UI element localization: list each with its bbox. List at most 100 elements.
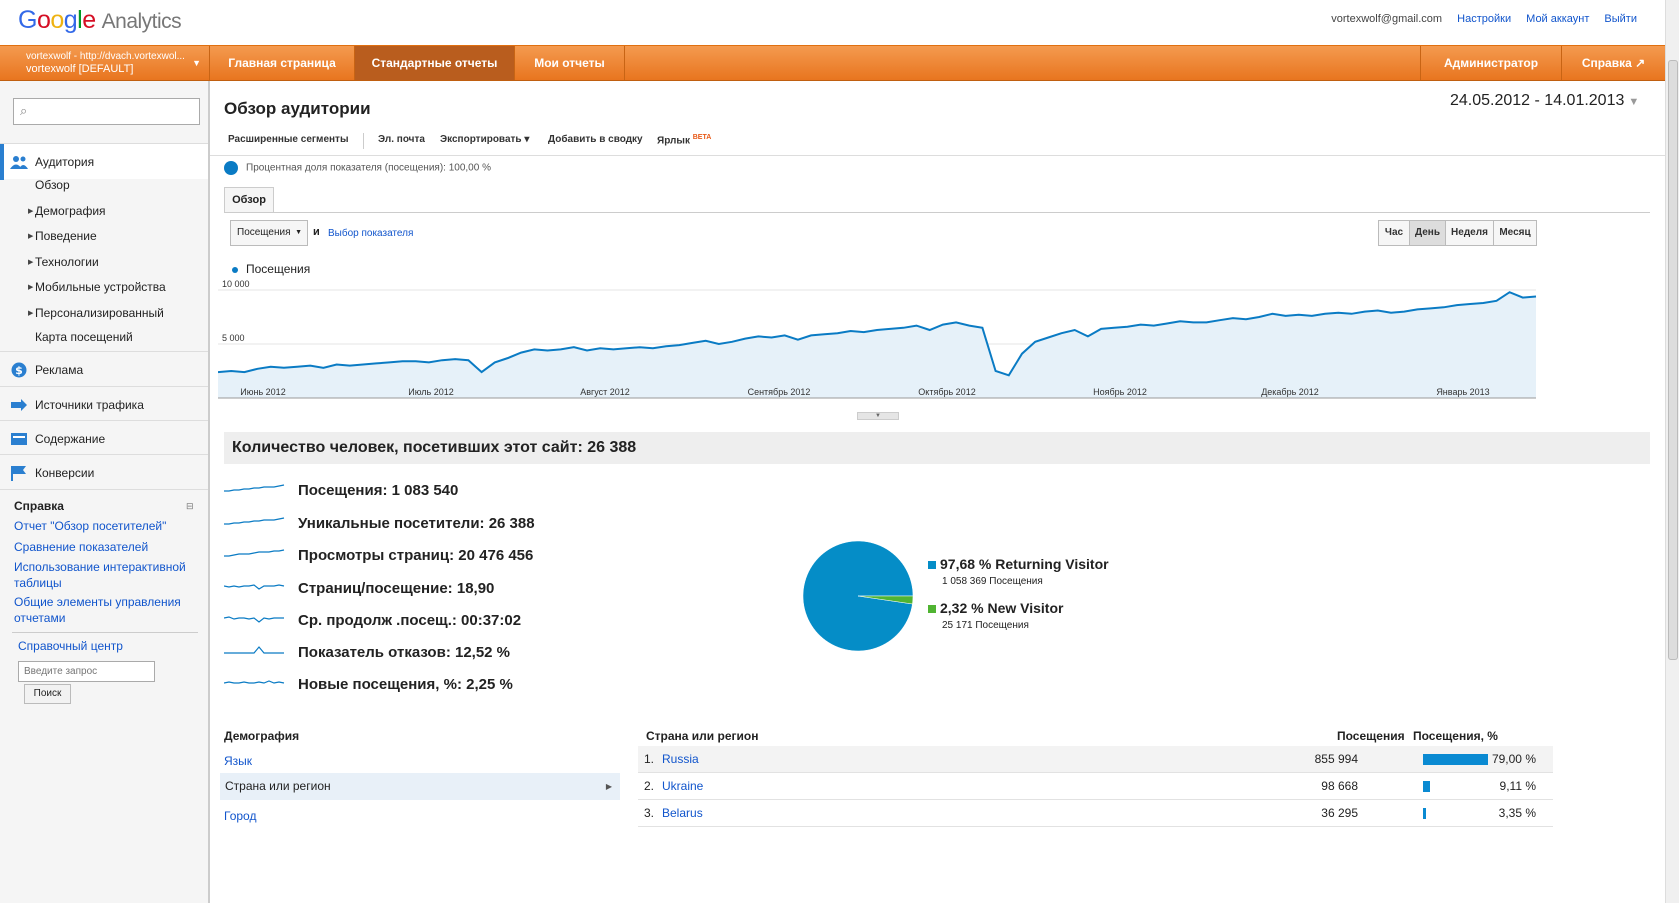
- shortcut-button[interactable]: Ярлык BETA: [657, 134, 711, 146]
- dollar-icon: $: [11, 362, 27, 378]
- sidebar-sub-overview[interactable]: Обзор: [35, 178, 70, 192]
- sidebar-sub-custom[interactable]: ▶ Персонализированный: [28, 306, 164, 320]
- country-link[interactable]: Russia: [662, 752, 699, 766]
- sidebar-item-conversions[interactable]: Конверсии: [0, 454, 208, 490]
- demographics-language-link[interactable]: Язык: [224, 754, 253, 768]
- sidebar-item-audience[interactable]: Аудитория: [0, 143, 208, 180]
- visits-line: [218, 291, 1537, 377]
- granularity-day[interactable]: День: [1409, 220, 1446, 246]
- pie-slice[interactable]: [857, 595, 914, 605]
- sidebar-sub-label: Поведение: [35, 229, 97, 243]
- sidebar-sub-visitor-map[interactable]: Карта посещений: [35, 330, 133, 344]
- row-number: 2.: [644, 779, 655, 793]
- metric-label: Просмотры страниц: 20 476 456: [298, 547, 534, 564]
- report-toolbar: Расширенные сегменты Эл. почта Экспортир…: [210, 126, 1665, 156]
- triangle-right-icon: ▶: [605, 782, 612, 791]
- demographics-country-item[interactable]: Страна или регион ▶: [220, 773, 620, 800]
- granularity-week[interactable]: Неделя: [1445, 220, 1494, 246]
- sidebar-sub-label: Мобильные устройства: [35, 280, 166, 294]
- email-button[interactable]: Эл. почта: [378, 134, 425, 145]
- advanced-segments-button[interactable]: Расширенные сегменты: [228, 134, 349, 145]
- sidebar-sub-demographics[interactable]: ▶ Демография: [28, 204, 106, 218]
- legend-dot: [232, 266, 238, 273]
- visits-pct: 3,35 %: [1498, 806, 1536, 820]
- granularity-month[interactable]: Месяц: [1493, 220, 1537, 246]
- demographics-country-label: Страна или регион: [225, 779, 331, 793]
- choose-metric-link[interactable]: Выбор показателя: [328, 228, 414, 239]
- tab-overview[interactable]: Обзор: [224, 187, 274, 213]
- flag-icon: [11, 466, 26, 481]
- collapse-chart-icon[interactable]: ▼: [857, 412, 899, 420]
- sidebar-sub-mobile[interactable]: ▶ Мобильные устройства: [28, 280, 166, 294]
- page-scrollbar[interactable]: [1665, 0, 1679, 903]
- help-search-button[interactable]: Поиск: [24, 684, 71, 704]
- export-button[interactable]: Экспортировать ▾: [440, 134, 530, 145]
- nav-admin[interactable]: Администратор: [1420, 46, 1562, 80]
- my-account-link[interactable]: Мой аккаунт: [1526, 13, 1590, 25]
- metric-select-value: Посещения: [237, 227, 291, 238]
- sparkline: [224, 549, 285, 557]
- demographics-city-link[interactable]: Город: [224, 809, 257, 823]
- nav-home[interactable]: Главная страница: [210, 46, 355, 80]
- add-to-dashboard-button[interactable]: Добавить в сводку: [548, 134, 643, 145]
- country-link[interactable]: Ukraine: [662, 779, 704, 793]
- sidebar-sub-technology[interactable]: ▶ Технологии: [28, 255, 99, 269]
- pie-pct: 97,68 %: [940, 556, 992, 572]
- sidebar-item-content[interactable]: Содержание: [0, 420, 208, 456]
- sidebar-sub-label: Персонализированный: [35, 306, 164, 320]
- selected-indicator: [0, 144, 4, 180]
- google-analytics-logo[interactable]: Google Analytics: [18, 6, 182, 34]
- visits-chart: 10 000 5 000 Июнь 2012 Июль 2012 Август 2012…: [218, 279, 1537, 399]
- nav-my-reports[interactable]: Мои отчеты: [515, 46, 625, 80]
- triangle-right-icon: ▶: [28, 233, 34, 240]
- y-tick-label: 10 000: [222, 279, 250, 289]
- table-row: 2. Ukraine 98 668 9,11 %: [638, 773, 1553, 800]
- chart-legend: Посещения: [232, 262, 310, 276]
- col-visits-header: Посещения: [1337, 729, 1405, 743]
- pie-count: 1 058 369 Посещения: [942, 576, 1043, 587]
- date-range-picker[interactable]: 24.05.2012 - 14.01.2013 ▼: [1450, 92, 1639, 110]
- pie-legend-new: 2,32 % New Visitor 25 171 Посещения: [928, 600, 1063, 631]
- metric-label: Ср. продолж .посещ.: 00:37:02: [298, 612, 522, 629]
- help-link-compare-metrics[interactable]: Сравнение показателей: [14, 540, 149, 554]
- sidebar-item-advertising[interactable]: $ Реклама: [0, 351, 208, 387]
- account-profile: vortexwolf [DEFAULT]: [26, 63, 134, 75]
- granularity-hour[interactable]: Час: [1378, 220, 1410, 246]
- sidebar-search-input[interactable]: ⌕: [13, 98, 200, 125]
- chevron-down-icon: ▼: [1628, 96, 1640, 108]
- nav-standard-reports[interactable]: Стандартные отчеты: [355, 46, 515, 80]
- main-content: Обзор аудитории Расширенные сегменты Эл.…: [210, 81, 1665, 903]
- x-tick-label: Декабрь 2012: [1261, 387, 1319, 397]
- sparkline: [224, 680, 285, 684]
- account-selector[interactable]: vortexwolf - http://dvach.vortexwol... v…: [0, 46, 210, 80]
- scrollbar-thumb[interactable]: [1668, 60, 1678, 660]
- country-link[interactable]: Belarus: [662, 806, 703, 820]
- visitor-type-pie: [802, 540, 914, 652]
- sidebar-item-traffic-sources[interactable]: Источники трафика: [0, 386, 208, 422]
- help-link-visitors-report[interactable]: Отчет "Обзор посетителей": [14, 519, 167, 533]
- account-url: vortexwolf - http://dvach.vortexwol...: [26, 51, 185, 62]
- visits-pct: 9,11 %: [1499, 779, 1536, 793]
- y-tick-label: 5 000: [222, 333, 245, 343]
- triangle-right-icon: ▶: [28, 310, 34, 317]
- sidebar-item-label: Аудитория: [35, 155, 95, 169]
- content-icon: [11, 433, 27, 445]
- nav-help[interactable]: Справка ↗: [1581, 56, 1646, 70]
- collapse-icon[interactable]: ⊟: [186, 501, 194, 511]
- metric-select[interactable]: Посещения ▼: [230, 220, 308, 246]
- settings-link[interactable]: Настройки: [1457, 13, 1512, 25]
- logout-link[interactable]: Выйти: [1604, 13, 1637, 25]
- x-tick-label: Октябрь 2012: [918, 387, 975, 397]
- legend-label: Посещения: [246, 262, 311, 276]
- help-title: Справка: [14, 499, 64, 513]
- pie-share-icon: [224, 161, 238, 175]
- help-center-link[interactable]: Справочный центр: [18, 639, 123, 653]
- divider: [12, 632, 198, 633]
- help-link-report-controls[interactable]: Общие элементы управления отчетами: [14, 595, 181, 625]
- date-range-value: 24.05.2012 - 14.01.2013: [1450, 92, 1625, 109]
- sidebar-sub-behavior[interactable]: ▶ Поведение: [28, 229, 97, 243]
- help-search-input[interactable]: [18, 661, 155, 682]
- visits-value: 855 994: [1314, 752, 1358, 766]
- help-link-interactive-table[interactable]: Использование интерактивной таблицы: [14, 560, 186, 590]
- col-visits-pct-header: Посещения, %: [1413, 729, 1498, 743]
